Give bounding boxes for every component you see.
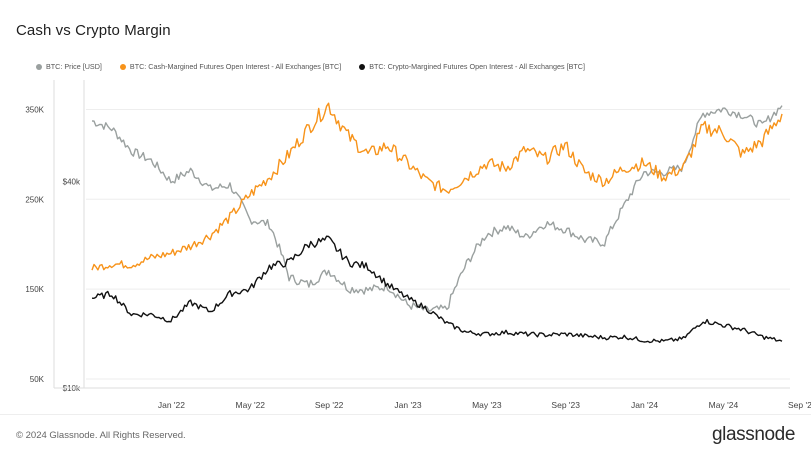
x-tick-label: May '23 [472, 400, 502, 410]
x-tick-label: Jan '24 [631, 400, 658, 410]
x-tick-label: May '22 [236, 400, 266, 410]
series-line-crypto-margin [91, 235, 783, 344]
x-tick-label: May '24 [709, 400, 739, 410]
x-tick-label: Sep '23 [551, 400, 580, 410]
x-tick-label: Jan '23 [394, 400, 421, 410]
y-tick-label-left: 150K [25, 285, 44, 294]
x-tick-label: Sep '24 [788, 400, 811, 410]
series-line-cash-margin [91, 102, 783, 271]
y-tick-label-left: 350K [25, 105, 44, 114]
legend-crypto-swatch [359, 63, 366, 70]
chart-title: Cash vs Crypto Margin [16, 22, 171, 39]
legend-cash-swatch [119, 63, 126, 70]
copyright-text: © 2024 Glassnode. All Rights Reserved. [16, 430, 186, 441]
legend-item-crypto-margin[interactable]: BTC: Crypto-Margined Futures Open Intere… [359, 62, 585, 71]
glassnode-logo: glassnode [711, 424, 795, 445]
chart-legend: BTC: Price [USD] BTC: Cash-Margined Futu… [36, 62, 585, 71]
series-line-price [91, 105, 783, 312]
footer-divider [0, 414, 811, 415]
y-tick-label-price: $40k [63, 177, 81, 186]
legend-item-cash-margin[interactable]: BTC: Cash-Margined Futures Open Interest… [119, 62, 342, 71]
legend-item-price[interactable]: BTC: Price [USD] [36, 62, 102, 71]
x-tick-label: Jan '22 [158, 400, 185, 410]
legend-crypto-label: BTC: Crypto-Margined Futures Open Intere… [369, 62, 585, 71]
legend-price-swatch [36, 63, 42, 70]
legend-price-label: BTC: Price [USD] [46, 62, 102, 71]
legend-cash-label: BTC: Cash-Margined Futures Open Interest… [129, 62, 342, 71]
y-tick-label-left: 50K [30, 375, 45, 384]
y-tick-label-left: 250K [25, 195, 44, 204]
x-tick-label: Sep '22 [315, 400, 344, 410]
